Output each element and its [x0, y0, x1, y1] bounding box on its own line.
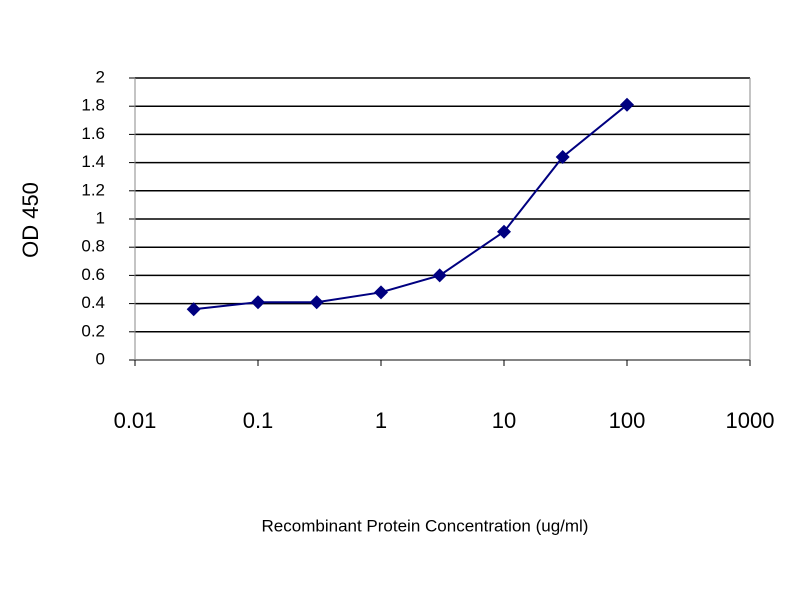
- y-tick-label: 1.6: [81, 124, 105, 143]
- y-tick-label: 1.4: [81, 152, 105, 171]
- series-line: [193, 104, 628, 311]
- x-tick-label: 0.1: [243, 408, 274, 433]
- marker: [309, 295, 324, 310]
- y-tick-label: 1: [96, 208, 105, 227]
- x-tick-label: 0.01: [114, 408, 157, 433]
- y-axis-label: OD 450: [18, 182, 43, 258]
- marker: [251, 295, 265, 310]
- y-tick-label: 0.2: [81, 321, 105, 340]
- x-tick-label: 10: [492, 408, 516, 433]
- marker: [620, 97, 634, 112]
- marker: [497, 224, 511, 239]
- y-tick-label: 0.6: [81, 265, 105, 284]
- y-tick-label: 0: [96, 349, 105, 368]
- marker: [432, 268, 447, 283]
- x-tick-label: 1: [375, 408, 387, 433]
- y-tick-label: 2: [96, 67, 105, 86]
- marker: [186, 302, 201, 317]
- x-tick-label: 100: [609, 408, 646, 433]
- y-tick-label: 0.4: [81, 293, 105, 312]
- x-axis-label: Recombinant Protein Concentration (ug/ml…: [262, 516, 589, 535]
- y-tick-label: 0.8: [81, 237, 105, 256]
- y-tick-label: 1.2: [81, 180, 105, 199]
- x-tick-label: 1000: [726, 408, 775, 433]
- y-tick-label: 1.8: [81, 96, 105, 115]
- marker: [555, 149, 570, 164]
- marker: [374, 285, 388, 300]
